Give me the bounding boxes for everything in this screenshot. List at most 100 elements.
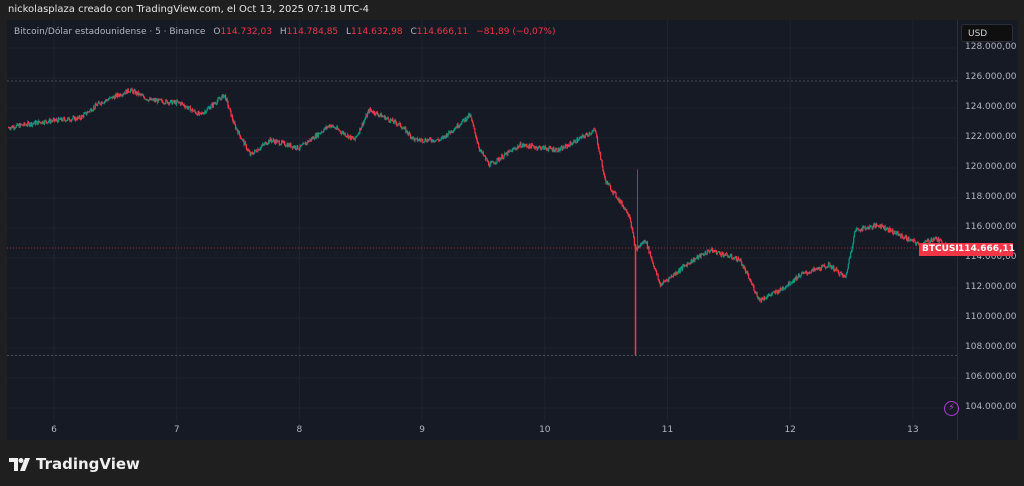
candle-body	[707, 250, 709, 251]
candle-body	[364, 118, 366, 120]
candle-body	[175, 100, 178, 105]
candle-body	[589, 133, 591, 135]
candle-body	[188, 106, 190, 108]
candle-body	[96, 103, 99, 106]
candle-body	[60, 117, 62, 120]
candle-body	[516, 147, 518, 150]
candle-body	[324, 127, 326, 129]
candle-body	[353, 139, 356, 141]
candle-body	[461, 121, 463, 125]
candle-body	[365, 114, 367, 119]
candle-body	[333, 127, 336, 129]
candle-body	[539, 146, 541, 148]
candle-body	[199, 112, 201, 114]
candle-body	[814, 268, 816, 270]
candle-body	[27, 122, 29, 126]
candle-body	[411, 136, 413, 139]
candle-body	[36, 121, 38, 122]
candle-body	[511, 150, 513, 153]
candle-body	[694, 258, 696, 262]
candle-body	[800, 275, 802, 278]
candle-body	[8, 127, 10, 129]
tradingview-logo[interactable]: TradingView	[9, 455, 140, 473]
candle-body	[712, 250, 714, 253]
candle-body	[741, 265, 744, 267]
candle-body	[467, 115, 469, 118]
candle-body	[555, 148, 557, 150]
candle-body	[769, 295, 771, 296]
candle-body	[807, 273, 809, 274]
candle-body	[501, 155, 503, 159]
candle-body	[687, 263, 689, 264]
candle-body	[686, 263, 688, 267]
candle-body	[137, 91, 139, 95]
candle-body	[599, 151, 601, 154]
candle-body	[468, 113, 471, 117]
candle-body	[928, 239, 930, 243]
candle-body	[744, 266, 746, 270]
candle-body	[412, 136, 415, 139]
candle-body	[55, 119, 57, 121]
candle-body	[208, 107, 210, 108]
candle-body	[359, 128, 362, 130]
candle-body	[552, 147, 554, 151]
candle-body	[902, 237, 905, 239]
candle-body	[869, 225, 872, 227]
candle-body	[659, 282, 662, 287]
candle-body	[115, 93, 117, 96]
candle-body	[160, 99, 162, 101]
candle-body	[477, 142, 479, 144]
candle-body	[304, 142, 306, 144]
candle-body	[591, 131, 593, 134]
candle-body	[436, 139, 438, 140]
candle-body	[534, 147, 537, 149]
close-value: 114.666,11	[416, 27, 469, 37]
candle-body	[375, 111, 377, 115]
candle-body	[24, 122, 26, 125]
candle-body	[638, 245, 640, 249]
candle-body	[318, 133, 320, 135]
candle-body	[651, 258, 653, 262]
candle-body	[517, 145, 519, 148]
candle-body	[510, 150, 512, 152]
candle-body	[103, 102, 105, 104]
lightning-icon[interactable]: ⚡	[944, 401, 959, 416]
candle-body	[903, 237, 905, 239]
y-tick-label: 118.000,00	[965, 192, 1017, 202]
candle-body	[692, 261, 694, 263]
candle-body	[649, 252, 652, 257]
candle-body	[99, 102, 101, 105]
candle-body	[452, 131, 454, 132]
candle-body	[570, 143, 573, 145]
candle-body	[938, 238, 940, 242]
candle-body	[777, 289, 780, 293]
candle-body	[382, 116, 384, 117]
candle-body	[768, 294, 770, 296]
candle-body	[191, 108, 193, 110]
y-tick-label: 108.000,00	[965, 342, 1017, 352]
candle-body	[611, 191, 613, 192]
candle-body	[207, 107, 209, 109]
candle-body	[440, 137, 442, 140]
candle-body	[465, 119, 468, 121]
candle-body	[813, 268, 815, 271]
candle-body	[262, 144, 264, 145]
candle-body	[748, 274, 750, 279]
candle-body	[43, 123, 45, 125]
candle-body	[122, 94, 124, 96]
candle-body	[225, 95, 227, 101]
candle-body	[730, 254, 732, 256]
candle-body	[81, 115, 83, 117]
candle-body	[226, 98, 228, 102]
currency-button[interactable]: USD	[961, 24, 1013, 42]
price-axis-separator	[957, 20, 958, 440]
candle-body	[427, 139, 429, 141]
x-tick-label: 6	[51, 425, 57, 435]
candle-body	[59, 119, 61, 120]
candle-body	[406, 130, 408, 133]
chart-panel[interactable]	[7, 20, 1018, 440]
candle-body	[832, 265, 834, 268]
candle-body	[70, 120, 72, 122]
candle-body	[84, 112, 86, 113]
